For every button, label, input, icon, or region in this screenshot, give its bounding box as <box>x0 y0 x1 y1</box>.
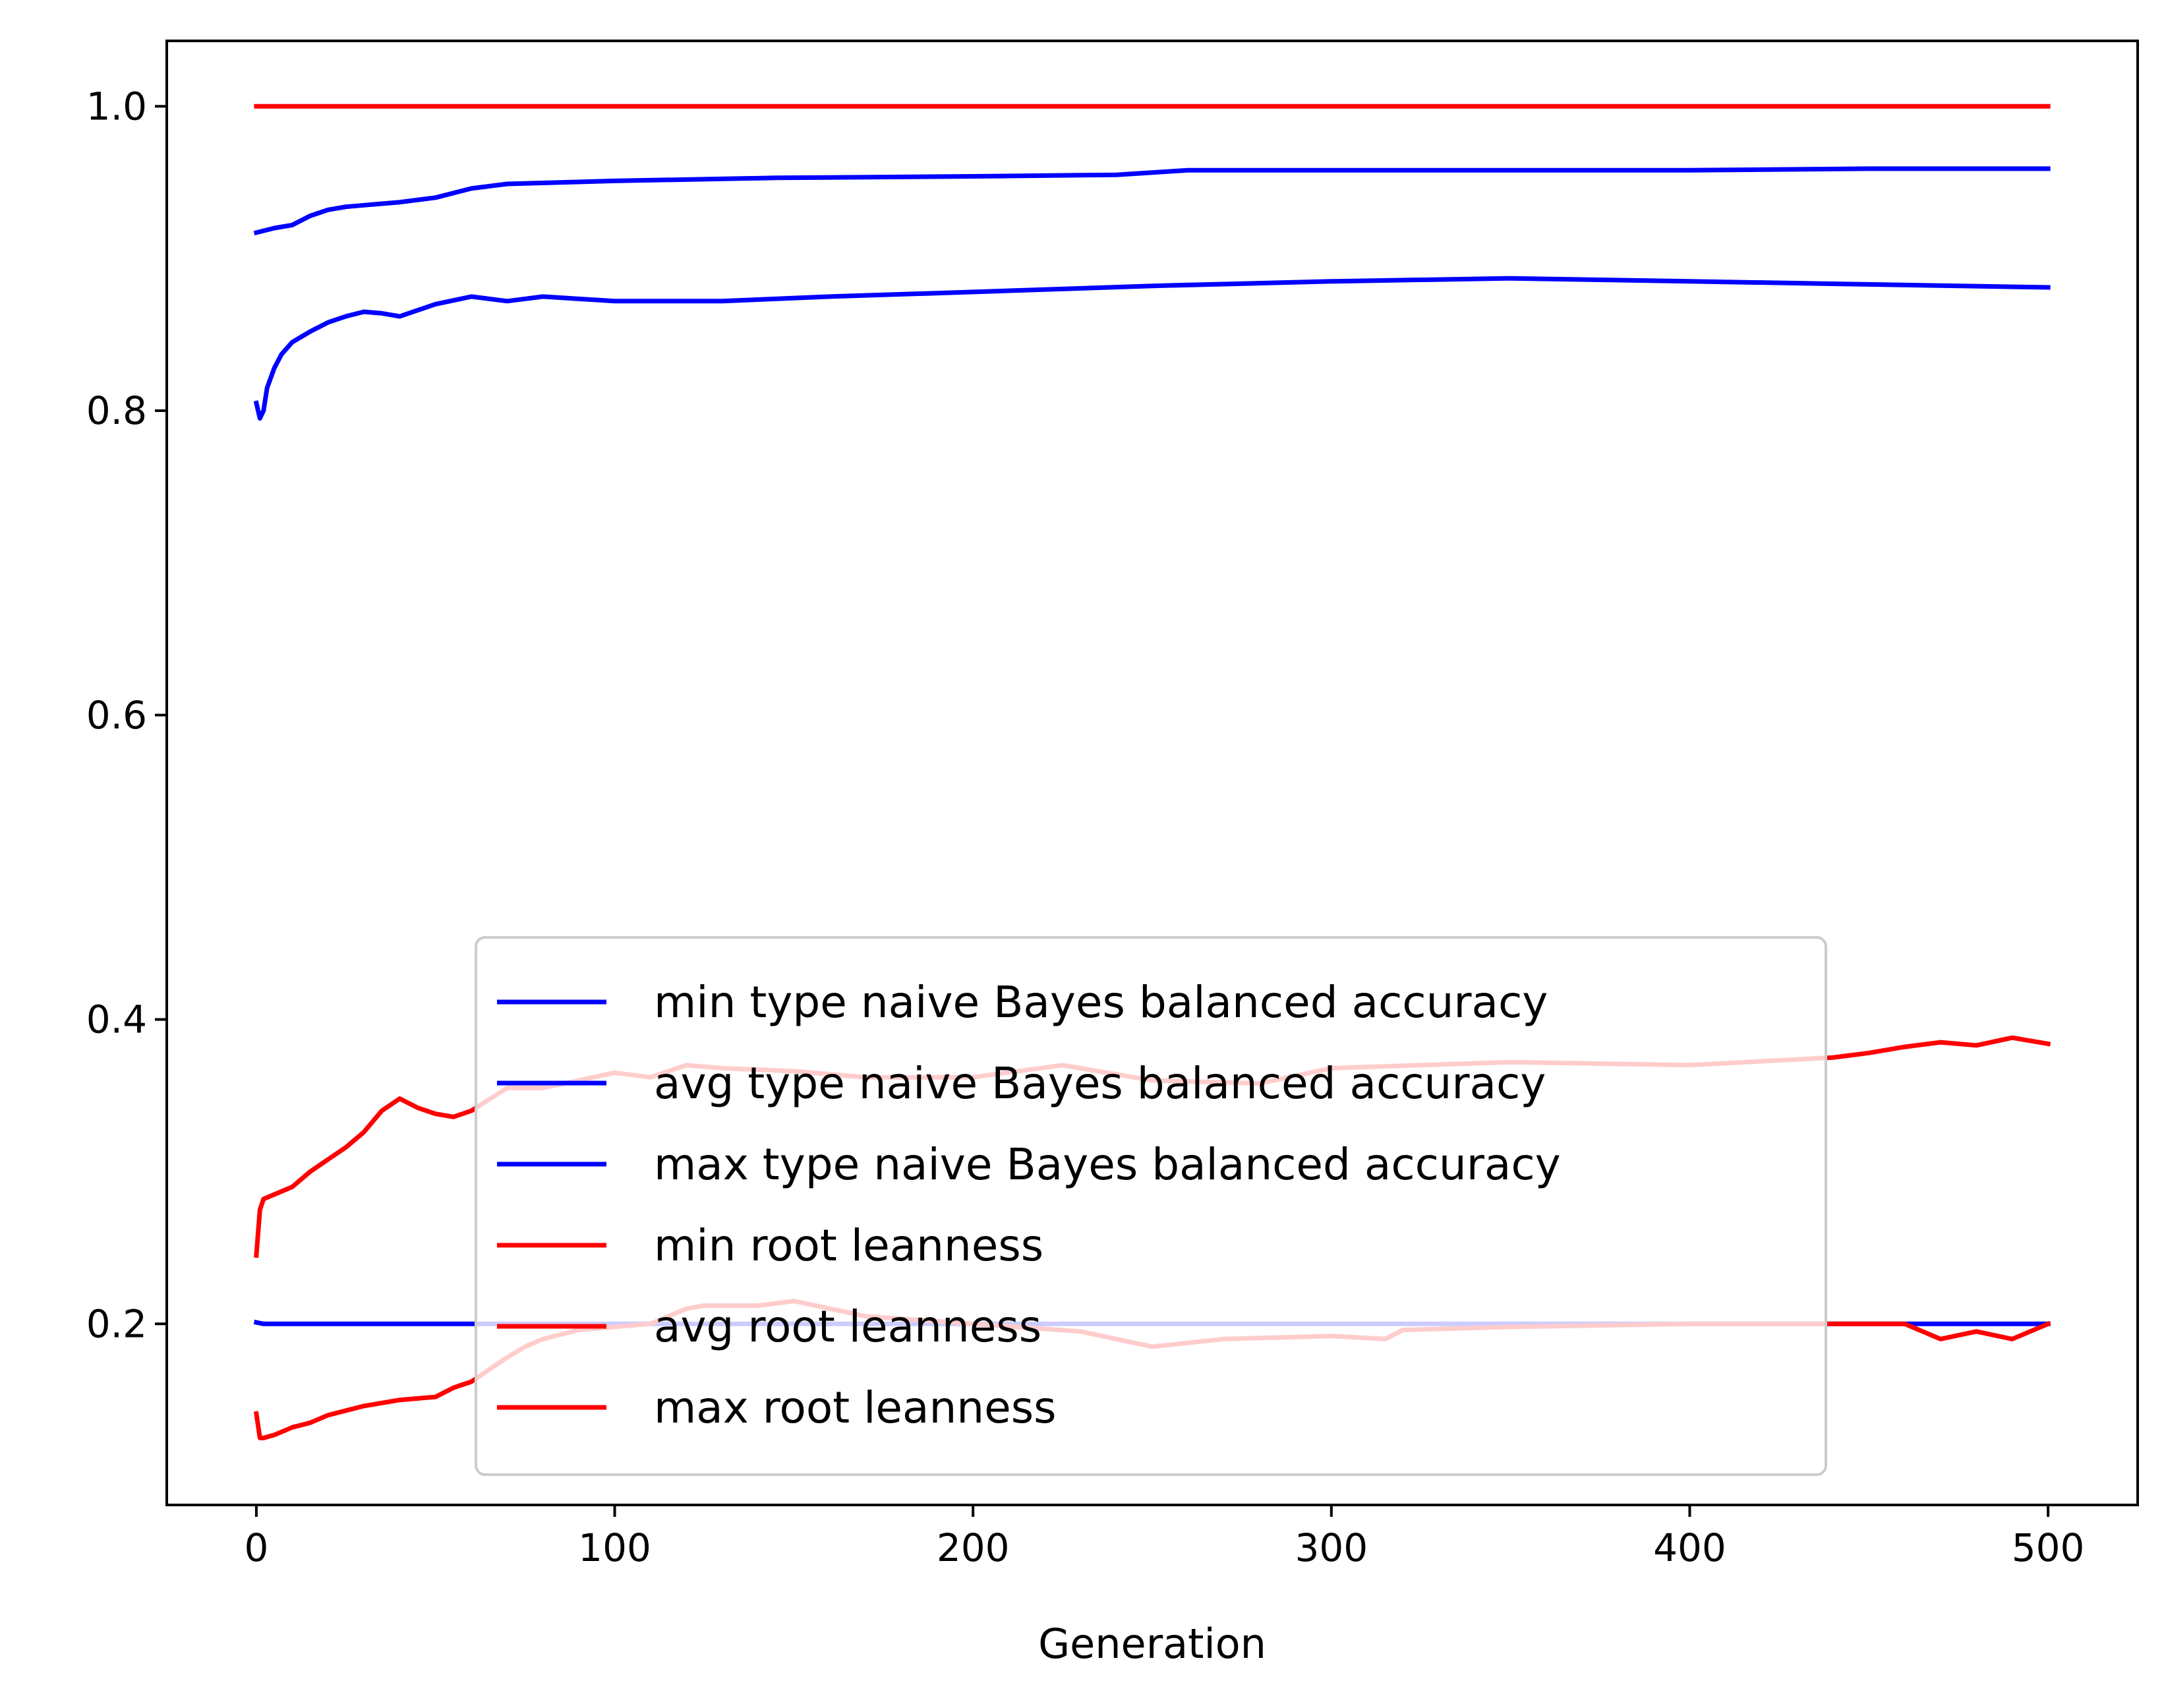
legend-label-2: max type naive Bayes balanced accuracy <box>654 1139 1561 1190</box>
x-tick-label: 400 <box>1653 1525 1726 1570</box>
legend-label-3: min root leanness <box>654 1220 1043 1271</box>
y-tick-label: 0.6 <box>86 693 147 738</box>
y-tick-label: 0.2 <box>86 1301 147 1346</box>
series-line-1 <box>253 276 2051 421</box>
legend-box <box>475 936 1827 1476</box>
y-tick-label: 0.8 <box>86 388 147 433</box>
legend-label-0: min type naive Bayes balanced accuracy <box>654 977 1548 1028</box>
y-tick-label: 1.0 <box>86 84 147 129</box>
x-tick-label: 0 <box>244 1525 268 1570</box>
x-tick-label: 100 <box>578 1525 651 1570</box>
legend: min type naive Bayes balanced accuracy av… <box>475 936 1827 1476</box>
legend-label-1: avg type naive Bayes balanced accuracy <box>654 1058 1546 1109</box>
x-axis: 0 100 200 300 400 500 <box>244 1505 2084 1570</box>
legend-label-5: max root leanness <box>654 1382 1057 1433</box>
y-tick-label: 0.4 <box>86 997 147 1042</box>
plot-frame <box>165 40 2139 1506</box>
y-axis: 0.2 0.4 0.6 0.8 1.0 <box>86 84 167 1346</box>
x-tick-label: 300 <box>1295 1525 1368 1570</box>
series-line-2 <box>253 166 2051 236</box>
x-tick-label: 200 <box>937 1525 1010 1570</box>
legend-label-4: avg root leanness <box>654 1301 1041 1352</box>
x-axis-label: Generation <box>1038 1620 1266 1668</box>
x-tick-label: 500 <box>2012 1525 2085 1570</box>
